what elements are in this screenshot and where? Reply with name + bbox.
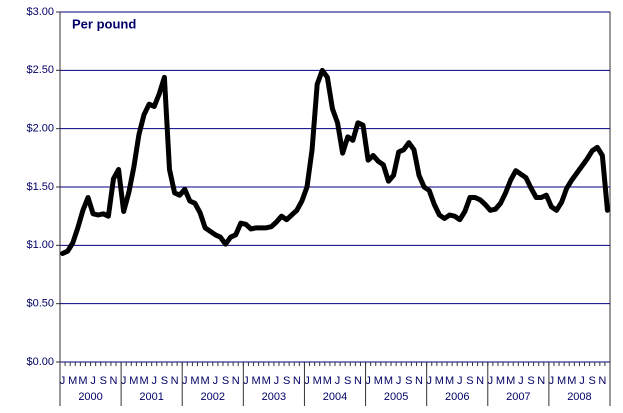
x-tick-label: M [384, 375, 393, 387]
x-tick-label: S [222, 375, 229, 387]
x-tick-label: M [190, 375, 199, 387]
y-tick-label: $3.00 [26, 6, 54, 18]
x-tick-label: J [457, 375, 463, 387]
x-tick-label: M [567, 375, 576, 387]
x-tick-label: M [139, 375, 148, 387]
x-tick-label: N [171, 375, 179, 387]
x-tick-label: J [549, 375, 555, 387]
x-tick-label: J [243, 375, 249, 387]
x-tick-label: M [78, 375, 87, 387]
x-tick-label: J [151, 375, 157, 387]
y-tick-label: $2.00 [26, 123, 54, 135]
year-label: 2008 [567, 391, 591, 403]
x-tick-label: S [466, 375, 473, 387]
x-tick-label: J [335, 375, 341, 387]
x-tick-label: J [304, 375, 310, 387]
year-label: 2002 [201, 391, 225, 403]
x-tick-label: M [129, 375, 138, 387]
annotation: Per pound [72, 16, 136, 31]
year-label: 2001 [139, 391, 163, 403]
y-tick-label: $2.50 [26, 64, 54, 76]
x-tick-label: N [354, 375, 362, 387]
x-tick-label: S [589, 375, 596, 387]
year-label: 2007 [506, 391, 530, 403]
x-tick-label: M [496, 375, 505, 387]
x-tick-label: M [262, 375, 271, 387]
x-tick-label: M [374, 375, 383, 387]
year-label: 2000 [78, 391, 102, 403]
x-tick-label: N [415, 375, 423, 387]
x-tick-label: N [293, 375, 301, 387]
x-tick-label: S [405, 375, 412, 387]
x-tick-label: M [506, 375, 515, 387]
x-tick-label: N [598, 375, 606, 387]
x-tick-label: J [90, 375, 96, 387]
x-tick-label: M [313, 375, 322, 387]
y-tick-label: $0.50 [26, 298, 54, 310]
x-tick-label: S [344, 375, 351, 387]
x-tick-label: M [445, 375, 454, 387]
price-line [60, 67, 610, 256]
x-tick-label: J [396, 375, 402, 387]
y-tick-label: $0.00 [26, 356, 54, 368]
x-tick-label: S [161, 375, 168, 387]
x-tick-label: J [426, 375, 432, 387]
x-tick-label: N [109, 375, 117, 387]
x-tick-label: N [232, 375, 240, 387]
year-label: 2005 [384, 391, 408, 403]
x-tick-label: S [527, 375, 534, 387]
x-tick-label: M [68, 375, 77, 387]
year-label: 2006 [445, 391, 469, 403]
x-tick-label: J [213, 375, 219, 387]
x-tick-label: M [201, 375, 210, 387]
x-tick-label: J [488, 375, 494, 387]
x-tick-label: N [537, 375, 545, 387]
x-tick-label: J [365, 375, 371, 387]
x-tick-label: S [283, 375, 290, 387]
x-tick-label: J [182, 375, 188, 387]
x-tick-label: N [476, 375, 484, 387]
x-tick-label: J [274, 375, 280, 387]
y-tick-label: $1.00 [26, 239, 54, 251]
x-tick-label: J [518, 375, 524, 387]
year-label: 2004 [323, 391, 347, 403]
x-tick-label: S [100, 375, 107, 387]
year-label: 2003 [262, 391, 286, 403]
x-tick-label: M [435, 375, 444, 387]
x-tick-label: J [121, 375, 127, 387]
x-tick-label: J [579, 375, 585, 387]
y-tick-label: $1.50 [26, 181, 54, 193]
x-tick-label: M [251, 375, 260, 387]
x-tick-label: M [557, 375, 566, 387]
x-tick-label: J [60, 375, 66, 387]
x-tick-label: M [323, 375, 332, 387]
